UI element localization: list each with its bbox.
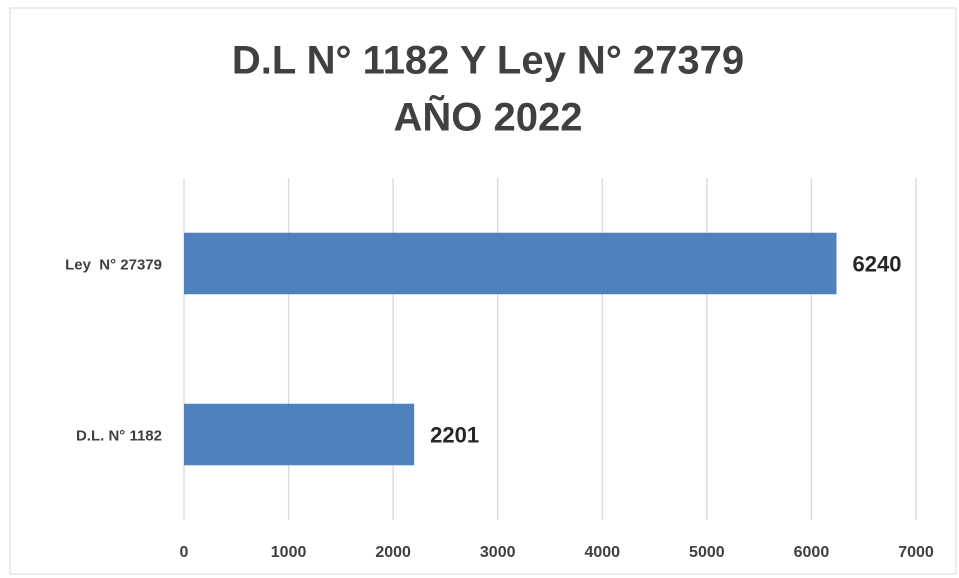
data-label: 6240 bbox=[853, 251, 902, 276]
chart-title: AÑO 2022 bbox=[394, 94, 583, 140]
x-tick-label: 4000 bbox=[584, 544, 620, 561]
bar bbox=[184, 403, 415, 466]
x-tick-label: 5000 bbox=[689, 544, 725, 561]
y-tick-label: Ley N° 27379 bbox=[65, 256, 162, 273]
x-tick-label: 7000 bbox=[898, 544, 934, 561]
x-tick-label: 2000 bbox=[375, 544, 411, 561]
y-tick-label: D.L. N° 1182 bbox=[76, 427, 162, 444]
bar bbox=[184, 232, 837, 295]
x-tick-label: 1000 bbox=[271, 544, 307, 561]
x-tick-label: 6000 bbox=[794, 544, 830, 561]
x-tick-label: 3000 bbox=[480, 544, 516, 561]
x-tick-label: 0 bbox=[180, 544, 189, 561]
data-label: 2201 bbox=[430, 422, 479, 447]
chart-title: D.L N° 1182 Y Ley N° 27379 bbox=[232, 39, 744, 83]
